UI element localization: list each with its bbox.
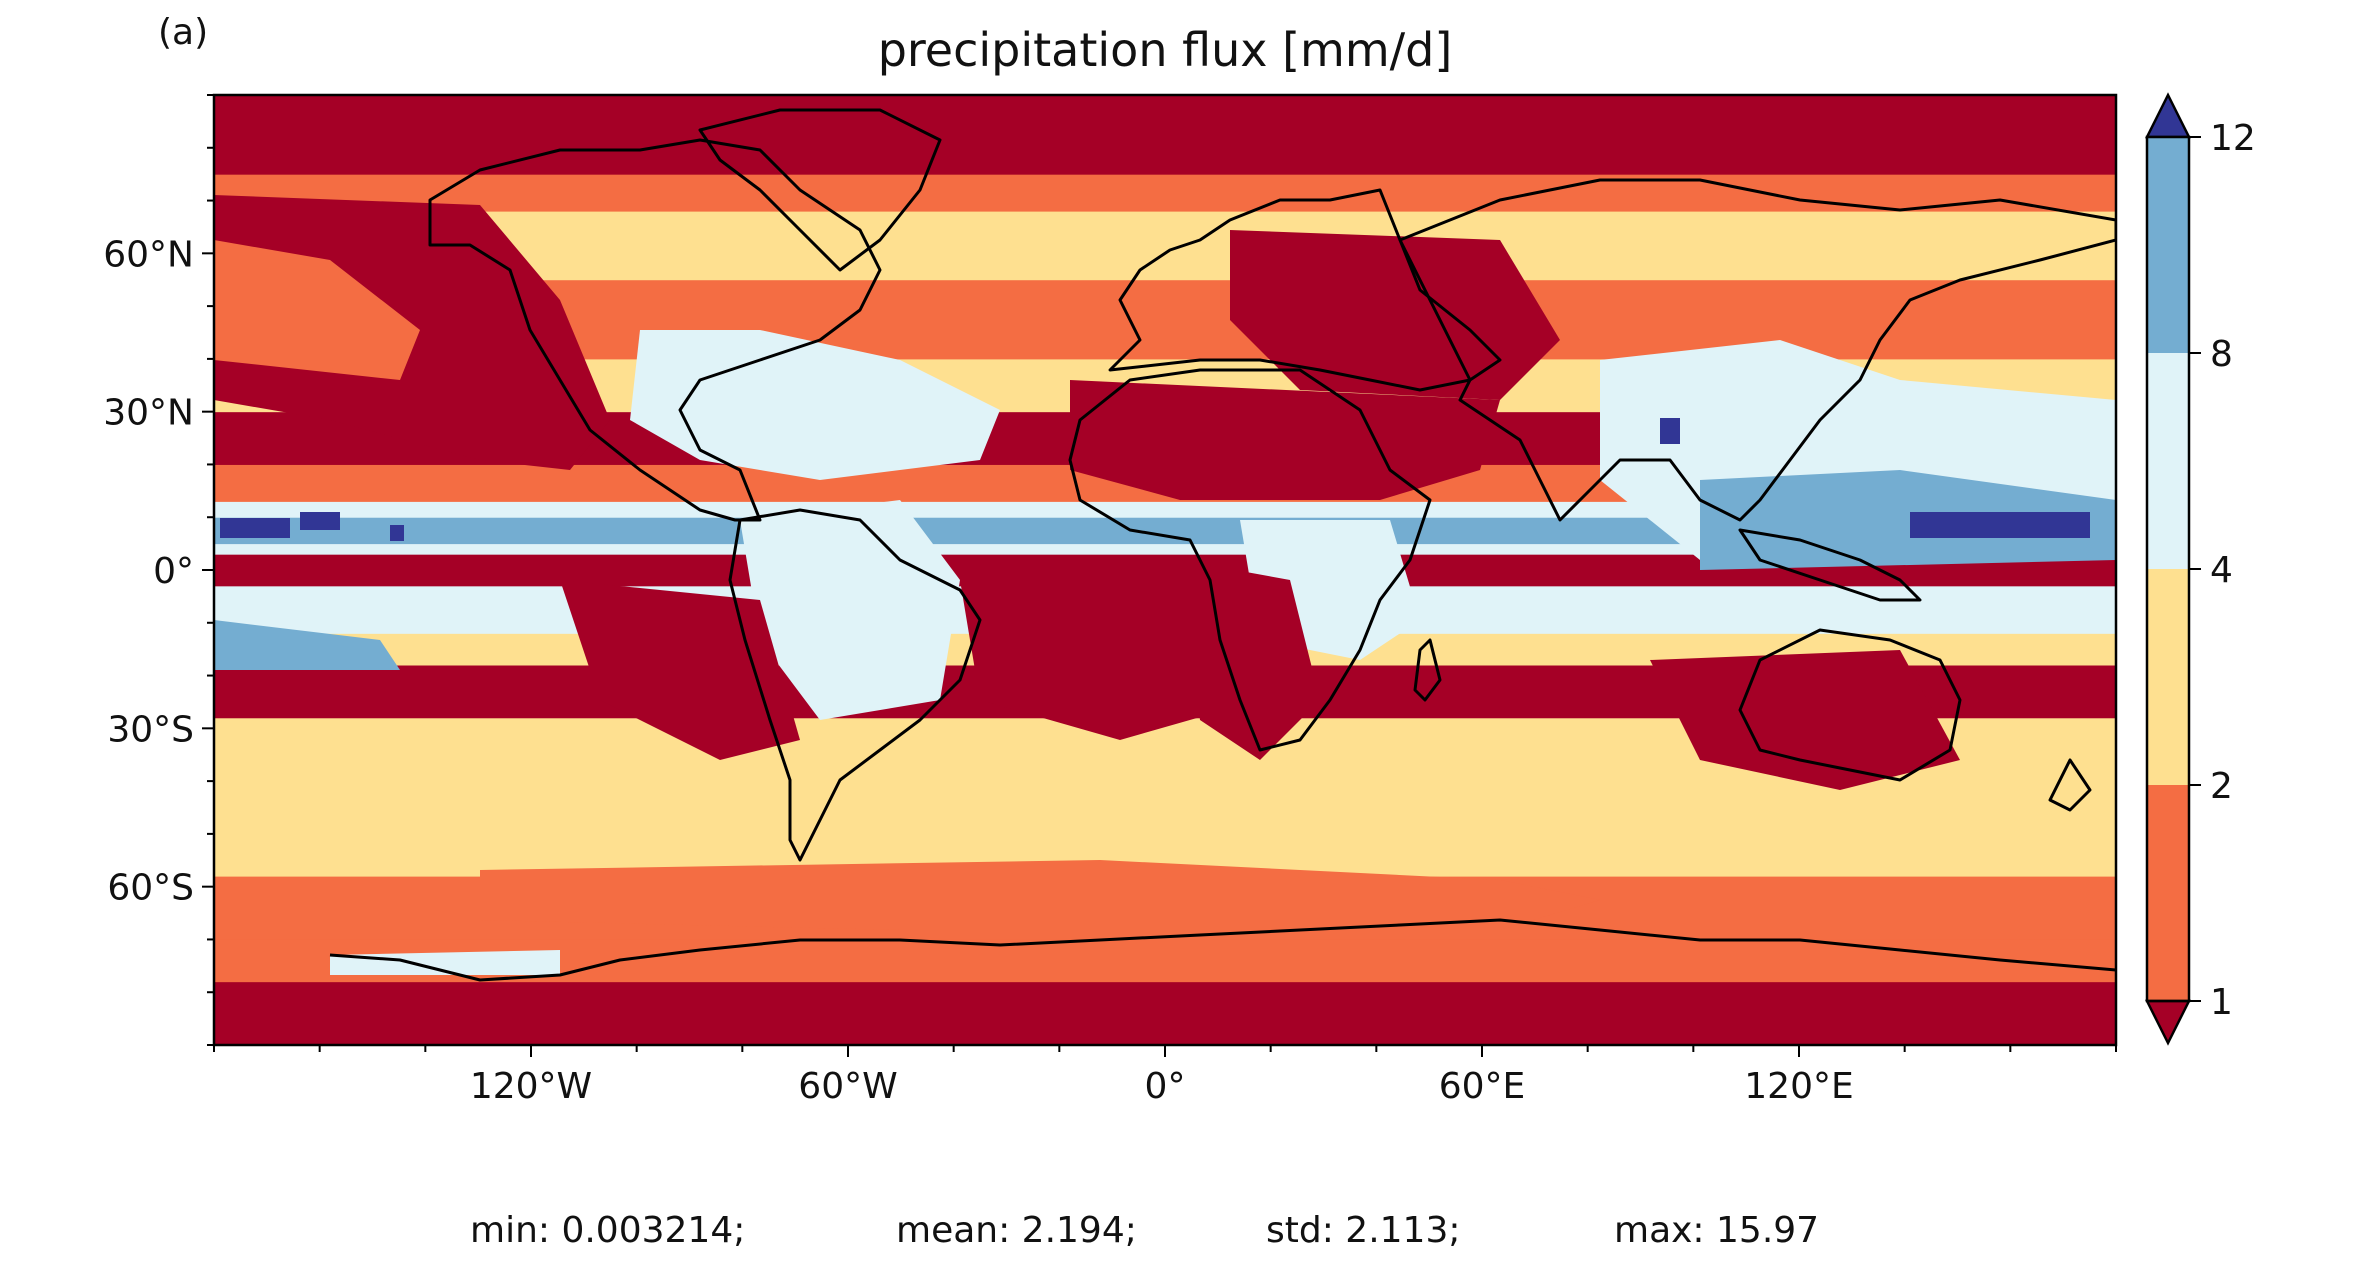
y-tick-label: 60°S	[107, 868, 194, 909]
region-amazon-wet	[740, 500, 960, 720]
x-tick-label: 60°E	[1439, 1066, 1526, 1107]
region-sahara-dry	[1070, 380, 1500, 500]
y-tick-label: 30°S	[107, 709, 194, 750]
colorbar-tick-label: 1	[2210, 982, 2233, 1023]
colorbar-ticks: 12 8 4 2 1	[2189, 118, 2256, 1023]
region-warm-pool	[1700, 470, 2116, 570]
colorbar-seg-2-4	[2147, 569, 2189, 785]
coastline-new-zealand	[2048, 758, 2092, 812]
colorbar-tick-label: 8	[2210, 334, 2233, 375]
colorbar-seg-4-8	[2147, 353, 2189, 569]
region-antarctica-dry	[214, 990, 2116, 1045]
region-eastern-us-wet	[630, 330, 1000, 480]
coastline-south-america	[728, 508, 982, 862]
x-tick-label: 120°E	[1744, 1066, 1853, 1107]
coastline-north-america	[428, 138, 882, 522]
coastline-maritime-continent	[1738, 528, 1922, 602]
x-tick-label: 0°	[1145, 1066, 1186, 1107]
y-ticks: 60°N 30°N 0° 30°S 60°S	[103, 94, 214, 1046]
precipitation-regions	[214, 195, 2116, 1045]
colorbar-tick-label: 4	[2210, 550, 2233, 591]
y-tick-label: 30°N	[103, 393, 194, 434]
coastlines	[329, 108, 2116, 982]
coastline-madagascar	[1413, 638, 1442, 702]
region-central-asia-dry	[1230, 230, 1560, 400]
colorbar-seg-8-12	[2147, 137, 2189, 353]
stats-line: min: 0.003214; mean: 2.194; std: 2.113; …	[470, 1210, 1819, 1251]
stat-max: max: 15.97	[1614, 1210, 1819, 1251]
colorbar-tick-label: 2	[2210, 766, 2233, 807]
stat-min: min: 0.003214;	[470, 1210, 745, 1251]
colorbar-under-triangle	[2144, 999, 2192, 1046]
map-area	[214, 95, 2116, 1045]
band-9	[214, 543, 2116, 555]
region-south-pacific-wet	[214, 620, 400, 670]
chart-title: precipitation flux [mm/d]	[878, 23, 1453, 77]
itcz-intense-cells	[220, 418, 2090, 541]
stat-std: std: 2.113;	[1266, 1210, 1460, 1251]
region-southern-ocean-orange	[480, 860, 1600, 930]
coastline-africa	[1068, 368, 1432, 752]
colorbar: 12 8 4 2 1	[2144, 92, 2256, 1046]
colorbar-tick-label: 12	[2210, 118, 2256, 159]
colorbar-over-triangle	[2144, 92, 2192, 139]
coastline-australia	[1738, 628, 1962, 782]
region-south-atlantic-dry	[960, 580, 1260, 740]
coastline-greenland	[698, 108, 942, 272]
x-ticks: 120°W 60°W 0° 60°E 120°E	[213, 1045, 2117, 1107]
coastline-asia	[1398, 178, 2116, 522]
x-tick-label: 120°W	[470, 1066, 592, 1107]
colorbar-seg-1-2	[2147, 785, 2189, 1001]
y-tick-label: 0°	[153, 551, 194, 592]
band-18	[214, 95, 2116, 175]
band-3	[214, 770, 2116, 877]
region-australia-dry	[1650, 650, 1960, 790]
y-tick-label: 60°N	[103, 234, 194, 275]
x-tick-label: 60°W	[798, 1066, 897, 1107]
coastline-antarctica	[329, 918, 2116, 982]
band-17	[214, 174, 2116, 212]
region-north-pacific	[214, 240, 420, 380]
region-ross-sea-wet	[330, 950, 560, 975]
stat-mean: mean: 2.194;	[896, 1210, 1137, 1251]
panel-label: (a)	[158, 12, 208, 53]
